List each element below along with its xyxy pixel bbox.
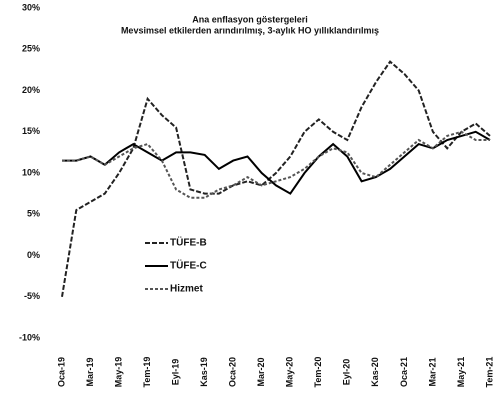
legend-label: TÜFE-B xyxy=(170,236,207,249)
x-tick-label: Oca-21 xyxy=(399,357,409,387)
legend-label: Hizmet xyxy=(170,284,203,295)
y-tick-label: -5% xyxy=(24,291,40,301)
x-tick-label: May-20 xyxy=(285,357,295,388)
series-line xyxy=(62,130,490,199)
x-tick-label: Oca-20 xyxy=(228,357,238,387)
x-tick-label: May-21 xyxy=(456,357,466,388)
y-tick-label: 10% xyxy=(22,167,40,177)
x-tick-label: Eyl-19 xyxy=(171,359,181,386)
x-tick-label: Tem-19 xyxy=(142,357,152,388)
y-tick-label: 20% xyxy=(22,85,40,95)
y-tick-label: 25% xyxy=(22,44,40,54)
x-tick-label: Mar-20 xyxy=(256,357,266,386)
x-tick-label: Kas-20 xyxy=(370,357,380,387)
chart-title: Ana enflasyon göstergeleri xyxy=(192,14,308,24)
x-tick-label: Mar-19 xyxy=(85,357,95,386)
y-tick-label: 15% xyxy=(22,126,40,136)
series-line xyxy=(62,130,491,195)
x-tick-label: Tem-21 xyxy=(484,357,494,388)
x-tick-label: May-19 xyxy=(113,357,123,388)
y-tick-label: 30% xyxy=(22,2,40,12)
y-tick-label: 0% xyxy=(27,250,40,260)
legend-label: TÜFE-C xyxy=(170,259,207,272)
x-tick-label: Kas-19 xyxy=(199,357,209,387)
chart-subtitle: Mevsimsel etkilerden arındırılmış, 3-ayl… xyxy=(121,25,379,35)
y-tick-label: -10% xyxy=(19,332,40,342)
x-tick-label: Tem-20 xyxy=(313,357,323,388)
series-line xyxy=(61,60,491,297)
y-tick-label: 5% xyxy=(27,209,40,219)
x-tick-label: Mar-21 xyxy=(427,357,437,386)
x-tick-label: Eyl-20 xyxy=(342,359,352,386)
x-tick-label: Oca-19 xyxy=(56,357,66,387)
